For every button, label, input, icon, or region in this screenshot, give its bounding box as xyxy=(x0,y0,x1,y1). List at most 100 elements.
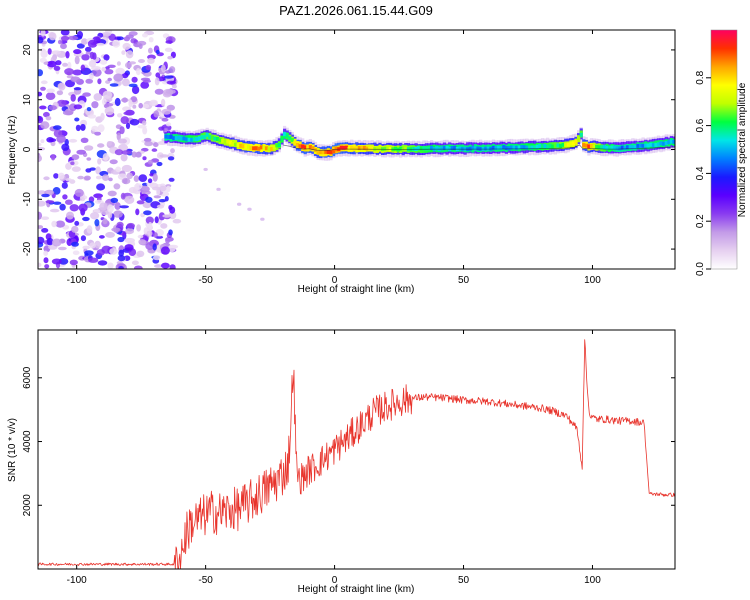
ridge-cell xyxy=(223,140,227,144)
noise-speckle xyxy=(48,105,57,111)
noise-speckle xyxy=(95,166,101,175)
ridge-cell xyxy=(393,146,398,151)
noise-speckle xyxy=(81,54,90,61)
ridge-cell xyxy=(192,137,196,142)
noise-speckle xyxy=(45,200,55,204)
ridge-cell xyxy=(491,145,496,150)
noise-speckle xyxy=(45,116,52,121)
noise-speckle xyxy=(148,47,153,54)
noise-speckle xyxy=(94,240,101,249)
noise-speckle xyxy=(85,51,92,55)
noise-speckle xyxy=(80,64,86,72)
noise-speckle xyxy=(120,116,129,125)
ridge-layer-3 xyxy=(164,132,675,155)
ridge-cell xyxy=(264,146,269,151)
noise-speckle xyxy=(153,142,159,148)
ridge-cell xyxy=(370,146,374,151)
ridge-cell xyxy=(610,145,614,150)
snr-plot-area xyxy=(38,330,675,569)
ridge-cell xyxy=(293,140,297,145)
noise-speckle xyxy=(135,151,142,158)
noise-speckle xyxy=(115,166,122,173)
noise-speckle xyxy=(56,90,64,96)
ridge-cell xyxy=(215,137,220,141)
noise-speckle xyxy=(57,83,64,89)
ridge-cell xyxy=(272,145,276,150)
x-tick-label: -50 xyxy=(198,275,213,286)
scattered-points xyxy=(203,167,265,221)
x-tick-label: 0 xyxy=(332,575,338,586)
ridge-cell xyxy=(205,132,209,137)
noise-speckle xyxy=(156,161,163,167)
noise-speckle xyxy=(94,219,100,227)
scatter-point xyxy=(247,207,252,211)
noise-speckle xyxy=(101,32,112,37)
ridge-cell xyxy=(288,136,292,141)
noise-speckle xyxy=(117,138,127,144)
noise-speckle xyxy=(153,195,161,199)
noise-speckle xyxy=(134,183,143,190)
noise-speckle xyxy=(117,113,123,118)
noise-speckle xyxy=(60,43,67,50)
noise-speckle xyxy=(164,47,173,52)
noise-speckle xyxy=(58,172,65,180)
noise-speckle xyxy=(131,85,140,95)
noise-speckle xyxy=(39,57,47,63)
noise-speckle xyxy=(152,243,157,251)
noise-speckle xyxy=(114,149,124,156)
noise-speckle xyxy=(140,81,150,89)
noise-speckle xyxy=(126,172,133,180)
ridge-cell xyxy=(528,145,532,150)
noise-speckle xyxy=(149,101,159,107)
noise-speckle xyxy=(40,80,48,85)
ridge-cell xyxy=(197,136,202,141)
snr-x-label: Height of straight line (km) xyxy=(298,584,415,595)
noise-speckle xyxy=(38,190,47,195)
noise-speckle xyxy=(97,124,105,133)
ridge-cell xyxy=(582,143,586,148)
noise-speckle xyxy=(93,208,101,213)
ridge-cell xyxy=(236,143,240,148)
ridge-cell xyxy=(177,135,181,140)
scatter-point xyxy=(236,202,242,206)
x-tick-label: 100 xyxy=(584,275,601,286)
noise-speckle xyxy=(128,83,138,88)
noise-speckle xyxy=(131,260,139,266)
noise-speckle xyxy=(67,61,72,70)
noise-speckle xyxy=(121,97,129,103)
noise-speckle xyxy=(120,192,126,200)
ridge-cell xyxy=(517,145,521,150)
noise-speckle xyxy=(164,196,169,202)
ridge-cell xyxy=(190,137,194,142)
noise-speckle xyxy=(86,107,92,112)
noise-speckle xyxy=(97,143,105,148)
noise-speckle xyxy=(144,141,154,147)
noise-speckle xyxy=(110,197,119,203)
noise-speckle xyxy=(158,212,166,221)
ridge-cell xyxy=(440,146,444,151)
noise-speckle xyxy=(97,158,102,165)
ridge-cell xyxy=(244,144,248,149)
noise-speckle xyxy=(160,223,168,229)
x-tick-label: 50 xyxy=(458,575,470,586)
noise-speckle xyxy=(65,51,70,59)
noise-speckle xyxy=(55,220,66,228)
ridge-cell xyxy=(427,146,431,151)
noise-speckle xyxy=(147,178,153,184)
noise-speckle xyxy=(38,236,45,245)
ridge-cell xyxy=(445,145,449,150)
noise-speckle xyxy=(165,185,171,193)
noise-speckle xyxy=(40,216,50,220)
noise-speckle xyxy=(48,32,57,41)
ridge-cell xyxy=(538,143,542,148)
noise-speckle xyxy=(148,37,154,43)
ridge-cell xyxy=(644,143,648,148)
ridge-cell xyxy=(355,146,359,150)
noise-speckle xyxy=(88,257,99,263)
ridge-cell xyxy=(187,137,191,142)
ridge-cell xyxy=(301,144,305,149)
x-tick-label: 100 xyxy=(584,575,601,586)
noise-speckle xyxy=(97,78,102,85)
noise-speckle xyxy=(77,31,83,39)
